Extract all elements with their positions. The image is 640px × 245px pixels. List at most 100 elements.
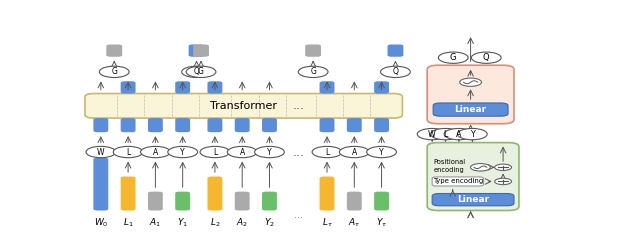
FancyBboxPatch shape: [374, 192, 389, 210]
Circle shape: [99, 66, 129, 77]
Text: Y: Y: [380, 147, 384, 157]
Text: L: L: [444, 130, 448, 139]
Circle shape: [458, 128, 487, 140]
FancyBboxPatch shape: [305, 45, 321, 57]
Circle shape: [444, 128, 474, 140]
FancyBboxPatch shape: [262, 192, 277, 210]
Circle shape: [200, 146, 230, 158]
Circle shape: [460, 78, 481, 86]
FancyBboxPatch shape: [93, 118, 108, 132]
Text: A: A: [153, 147, 158, 157]
FancyBboxPatch shape: [207, 177, 222, 210]
FancyBboxPatch shape: [374, 81, 389, 94]
FancyBboxPatch shape: [175, 81, 190, 94]
Text: $Y_1$: $Y_1$: [177, 216, 188, 229]
FancyBboxPatch shape: [189, 45, 205, 57]
Circle shape: [255, 146, 284, 158]
FancyBboxPatch shape: [428, 65, 514, 124]
Text: Q: Q: [194, 67, 200, 76]
Circle shape: [141, 146, 170, 158]
Circle shape: [113, 146, 143, 158]
Text: W: W: [97, 147, 104, 157]
Text: Y: Y: [470, 130, 475, 139]
Text: Type encoding: Type encoding: [433, 178, 483, 184]
Circle shape: [86, 146, 116, 158]
Circle shape: [298, 66, 328, 77]
Text: $A_1$: $A_1$: [149, 216, 161, 229]
Text: $L_\tau$: $L_\tau$: [321, 216, 332, 229]
Text: ...: ...: [294, 210, 303, 220]
FancyBboxPatch shape: [432, 177, 484, 186]
Text: $Y_\tau$: $Y_\tau$: [376, 216, 387, 229]
Text: A: A: [456, 130, 461, 139]
Text: Transformer: Transformer: [210, 101, 277, 111]
FancyBboxPatch shape: [319, 177, 335, 210]
Text: A: A: [351, 147, 357, 157]
FancyBboxPatch shape: [374, 118, 389, 132]
FancyBboxPatch shape: [175, 118, 190, 132]
FancyBboxPatch shape: [262, 118, 277, 132]
Text: $L_1$: $L_1$: [123, 216, 133, 229]
FancyBboxPatch shape: [235, 192, 250, 210]
Circle shape: [227, 146, 257, 158]
Circle shape: [471, 52, 501, 63]
Circle shape: [495, 164, 511, 171]
Circle shape: [495, 178, 511, 185]
Text: Linear: Linear: [454, 105, 486, 114]
FancyBboxPatch shape: [207, 81, 222, 94]
Text: Y: Y: [267, 147, 272, 157]
Text: A: A: [239, 147, 245, 157]
FancyBboxPatch shape: [432, 194, 514, 206]
Circle shape: [417, 128, 447, 140]
FancyBboxPatch shape: [148, 192, 163, 210]
Text: G: G: [198, 67, 204, 76]
Text: Q: Q: [392, 67, 398, 76]
Text: Q: Q: [483, 53, 490, 62]
Circle shape: [312, 146, 342, 158]
FancyBboxPatch shape: [93, 158, 108, 210]
Text: G: G: [450, 53, 456, 62]
Text: $A_\tau$: $A_\tau$: [348, 216, 360, 229]
Circle shape: [438, 52, 468, 63]
FancyBboxPatch shape: [121, 177, 136, 210]
Text: L: L: [325, 147, 329, 157]
FancyBboxPatch shape: [121, 118, 136, 132]
Text: L: L: [212, 147, 217, 157]
Text: Positional
encoding: Positional encoding: [433, 159, 465, 172]
Circle shape: [182, 66, 211, 77]
Text: W: W: [428, 130, 436, 139]
FancyBboxPatch shape: [106, 45, 122, 57]
Circle shape: [431, 128, 460, 140]
FancyBboxPatch shape: [428, 143, 519, 210]
Text: $Y_2$: $Y_2$: [264, 216, 275, 229]
Circle shape: [186, 66, 216, 77]
Text: G: G: [310, 67, 316, 76]
Circle shape: [381, 66, 410, 77]
FancyBboxPatch shape: [388, 45, 403, 57]
Text: Y: Y: [180, 147, 185, 157]
Circle shape: [367, 146, 396, 158]
FancyBboxPatch shape: [319, 118, 335, 132]
Text: $W_0$: $W_0$: [93, 216, 108, 229]
Circle shape: [168, 146, 198, 158]
Text: G: G: [111, 67, 117, 76]
FancyBboxPatch shape: [193, 45, 209, 57]
FancyBboxPatch shape: [347, 192, 362, 210]
Text: $L_2$: $L_2$: [210, 216, 220, 229]
Text: ...: ...: [292, 146, 304, 159]
FancyBboxPatch shape: [207, 118, 222, 132]
FancyBboxPatch shape: [433, 103, 508, 116]
Circle shape: [470, 163, 490, 171]
FancyBboxPatch shape: [85, 94, 403, 118]
FancyBboxPatch shape: [235, 118, 250, 132]
Text: Linear: Linear: [457, 195, 489, 204]
FancyBboxPatch shape: [319, 81, 335, 94]
FancyBboxPatch shape: [347, 118, 362, 132]
FancyBboxPatch shape: [121, 81, 136, 94]
Text: $A_2$: $A_2$: [236, 216, 248, 229]
FancyBboxPatch shape: [175, 192, 190, 210]
Text: ...: ...: [292, 99, 304, 112]
Circle shape: [339, 146, 369, 158]
Text: L: L: [126, 147, 130, 157]
FancyBboxPatch shape: [148, 118, 163, 132]
